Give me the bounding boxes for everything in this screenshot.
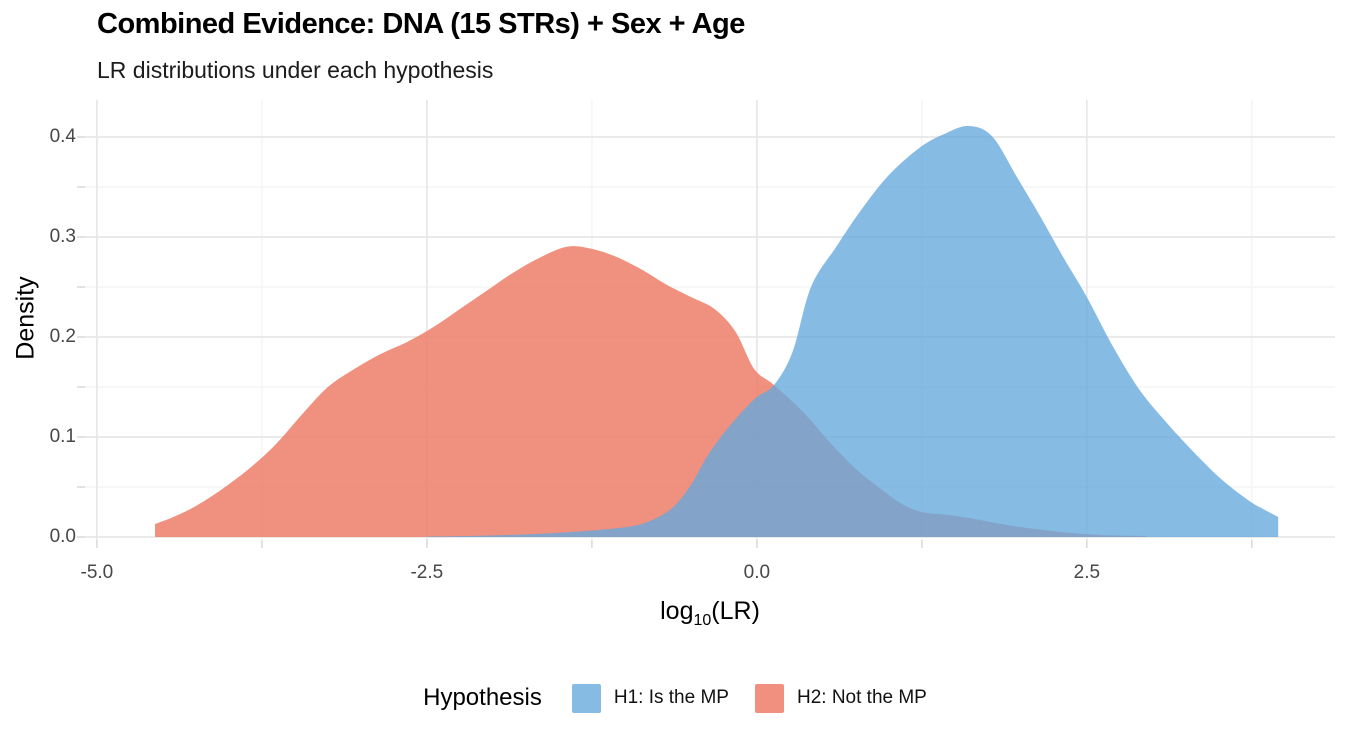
y-tick-label: 0.4 bbox=[49, 126, 76, 147]
plot-canvas bbox=[77, 100, 1335, 548]
legend-swatch-h1 bbox=[571, 683, 601, 713]
density-area-h1 bbox=[426, 125, 1279, 537]
x-tick-label: -2.5 bbox=[410, 562, 444, 583]
legend-label-h1: H1: Is the MP bbox=[613, 687, 729, 708]
x-tick-label: -5.0 bbox=[80, 562, 114, 583]
legend-entry-h1: H1: Is the MP bbox=[571, 683, 729, 713]
legend-title: Hypothesis bbox=[423, 684, 542, 711]
x-axis-title-prefix: log bbox=[660, 597, 694, 625]
x-axis-title: log10(LR) bbox=[85, 597, 1335, 630]
legend-entry-h2: H2: Not the MP bbox=[754, 683, 927, 713]
y-tick-label: 0.1 bbox=[49, 426, 76, 447]
x-tick-label: 2.5 bbox=[1073, 562, 1101, 583]
y-tick-label: 0.2 bbox=[49, 326, 76, 347]
y-axis-title: Density bbox=[11, 276, 40, 360]
legend-swatch-h2 bbox=[754, 683, 784, 713]
legend: Hypothesis H1: Is the MP H2: Not the MP bbox=[0, 676, 1350, 720]
x-axis-title-subscript: 10 bbox=[693, 612, 712, 629]
x-tick-label: 0.0 bbox=[743, 562, 771, 583]
density-area-h2 bbox=[155, 246, 1147, 537]
y-tick-label: 0.3 bbox=[49, 226, 76, 247]
y-tick-label: 0.0 bbox=[49, 526, 76, 547]
x-axis-title-suffix: (LR) bbox=[711, 597, 760, 625]
chart-title: Combined Evidence: DNA (15 STRs) + Sex +… bbox=[97, 8, 745, 40]
chart-subtitle: LR distributions under each hypothesis bbox=[97, 57, 494, 83]
legend-label-h2: H2: Not the MP bbox=[796, 687, 927, 708]
